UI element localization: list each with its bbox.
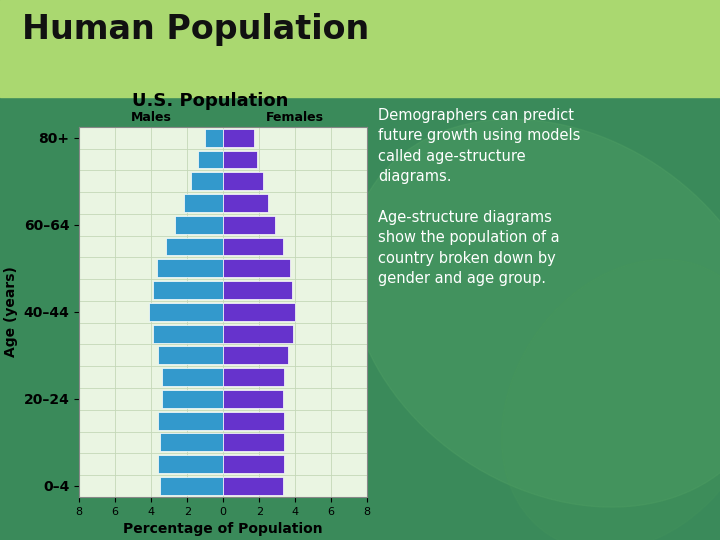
- Bar: [160, 477, 223, 495]
- Bar: [166, 238, 223, 255]
- Bar: [184, 194, 223, 212]
- Bar: [153, 325, 223, 342]
- Bar: [153, 281, 223, 299]
- Text: Females: Females: [266, 111, 324, 124]
- Bar: [223, 390, 282, 408]
- Bar: [223, 151, 258, 168]
- Bar: [223, 325, 294, 342]
- Bar: [223, 194, 268, 212]
- Bar: [223, 216, 275, 234]
- Bar: [223, 368, 284, 386]
- Bar: [223, 129, 253, 147]
- Bar: [158, 411, 223, 429]
- Bar: [156, 259, 223, 277]
- Bar: [0, 0, 720, 97]
- Text: Human Population: Human Population: [22, 14, 369, 46]
- Bar: [150, 303, 223, 321]
- Bar: [191, 172, 223, 190]
- Bar: [158, 455, 223, 473]
- Text: Demographers can predict
future growth using models
called age-structure
diagram: Demographers can predict future growth u…: [378, 108, 580, 286]
- Bar: [223, 172, 263, 190]
- Ellipse shape: [502, 260, 720, 540]
- Bar: [217, 118, 230, 127]
- Text: Males: Males: [131, 111, 171, 124]
- Bar: [223, 281, 292, 299]
- Bar: [160, 434, 223, 451]
- Bar: [158, 347, 223, 364]
- Bar: [223, 118, 236, 127]
- Y-axis label: Age (years): Age (years): [4, 266, 18, 357]
- X-axis label: Percentage of Population: Percentage of Population: [123, 522, 323, 536]
- Bar: [162, 368, 223, 386]
- Bar: [223, 434, 284, 451]
- Text: U.S. Population: U.S. Population: [132, 92, 289, 110]
- Bar: [174, 216, 223, 234]
- Ellipse shape: [349, 119, 720, 507]
- Bar: [223, 455, 284, 473]
- Bar: [205, 129, 223, 147]
- Bar: [223, 477, 282, 495]
- Bar: [198, 151, 223, 168]
- Bar: [223, 347, 288, 364]
- Bar: [162, 390, 223, 408]
- Bar: [223, 303, 295, 321]
- Bar: [223, 238, 282, 255]
- Bar: [223, 411, 284, 429]
- Bar: [223, 259, 289, 277]
